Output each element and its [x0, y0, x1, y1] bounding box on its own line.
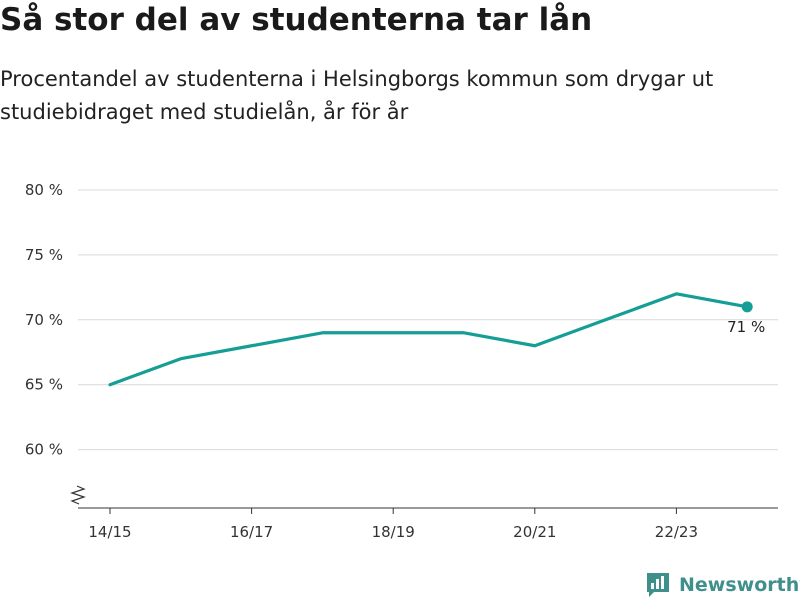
- brand-name: Newsworthy: [679, 574, 800, 596]
- y-tick-label: 80 %: [25, 181, 63, 199]
- end-point-marker: [741, 301, 753, 313]
- y-tick-label: 70 %: [25, 311, 63, 329]
- chart-subtitle: Procentandel av studenterna i Helsingbor…: [0, 67, 714, 124]
- x-tick-label: 22/23: [655, 523, 698, 541]
- y-axis-ticks: 60 % 65 % 70 % 75 % 80 %: [25, 181, 63, 459]
- grid-lines: [78, 189, 778, 451]
- newsworthy-brand: Newsworthy: [645, 571, 800, 599]
- newsworthy-logo-icon: [647, 573, 669, 597]
- x-tick-label: 18/19: [372, 523, 415, 541]
- data-labels: 71 %: [727, 318, 765, 336]
- x-tick-label: 16/17: [230, 523, 273, 541]
- x-axis: [70, 485, 778, 509]
- y-tick-label: 75 %: [25, 246, 63, 264]
- series-layer: [108, 292, 753, 387]
- end-value-label: 71 %: [727, 318, 765, 336]
- series-line: [108, 292, 749, 387]
- x-tick-label: 20/21: [513, 523, 556, 541]
- y-tick-label: 60 %: [25, 441, 63, 459]
- x-axis-ticks: 14/15 16/17 18/19 20/21 22/23: [88, 508, 698, 541]
- axis-break-icon: [70, 485, 86, 505]
- y-tick-label: 65 %: [25, 376, 63, 394]
- chart-title: Så stor del av studenterna tar lån: [0, 2, 593, 38]
- x-tick-label: 14/15: [88, 523, 131, 541]
